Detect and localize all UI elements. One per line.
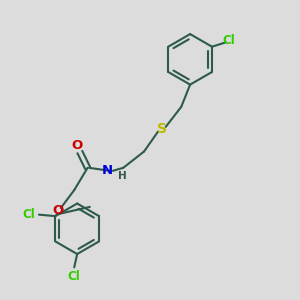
Text: O: O: [52, 204, 64, 218]
Text: Cl: Cl: [222, 34, 235, 47]
Text: H: H: [118, 171, 127, 181]
Text: Cl: Cl: [68, 270, 81, 284]
Text: N: N: [102, 164, 113, 177]
Text: Cl: Cl: [22, 208, 35, 221]
Text: O: O: [72, 139, 83, 152]
Text: S: S: [157, 122, 167, 136]
